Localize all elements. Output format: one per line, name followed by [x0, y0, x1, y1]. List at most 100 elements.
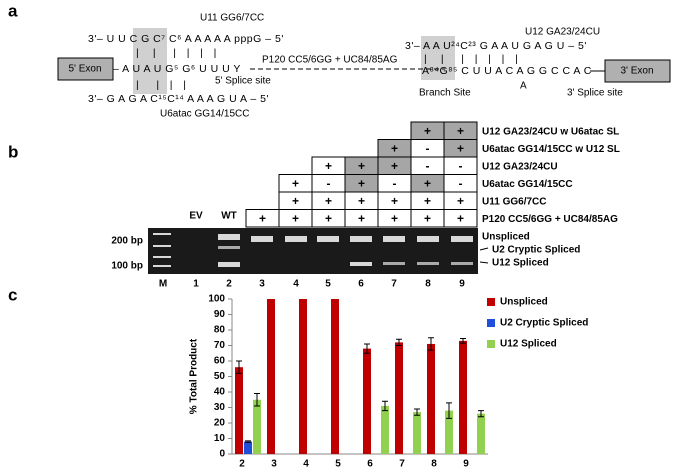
- row-label: U6atac GG14/15CC: [482, 179, 573, 190]
- cell-value: +: [292, 211, 299, 225]
- sequence: A⁸⁴G⁸⁵ C U U A C A G G C C A C: [422, 65, 592, 77]
- lane-number: M: [159, 279, 167, 290]
- y-tick-label: 10: [214, 433, 226, 444]
- marker-label: 200 bp: [111, 236, 143, 247]
- cell-value: +: [457, 194, 464, 208]
- row-label: U12 GA23/24CU w U6atac SL: [482, 126, 619, 137]
- row-label: U11 GG6/7CC: [482, 196, 546, 207]
- lane-number: 8: [425, 279, 431, 290]
- error-bar: [428, 337, 434, 351]
- error-bar: [254, 393, 260, 407]
- cell-value: +: [292, 176, 299, 190]
- cell-value: +: [358, 211, 365, 225]
- x-tick-label: 2: [239, 459, 245, 470]
- cell-value: +: [259, 211, 266, 225]
- cell-value: +: [325, 159, 332, 173]
- label: U11 GG6/7CC: [200, 13, 264, 24]
- marker-label: 100 bp: [111, 261, 143, 272]
- exon-label: 5' Exon: [68, 64, 101, 75]
- x-tick-label: 4: [303, 459, 309, 470]
- legend-label: U2 Cryptic Spliced: [500, 318, 588, 329]
- cell-value: +: [424, 211, 431, 225]
- bar: [413, 412, 421, 454]
- x-tick-label: 7: [399, 459, 405, 470]
- pairing: | | | | | |: [136, 47, 217, 59]
- cell-value: +: [424, 124, 431, 138]
- pairing: | | | |: [136, 79, 187, 91]
- gel: [148, 228, 478, 274]
- exon-box: [604, 59, 671, 83]
- sequence: 3'– U U C G C⁷ C⁶ A A A A A pppG – 5': [88, 33, 284, 45]
- cell-value: +: [457, 141, 464, 155]
- x-tick-label: 5: [335, 459, 341, 470]
- exon-label: 3' Exon: [620, 66, 653, 77]
- label: U12 GA23/24CU: [525, 27, 600, 38]
- sequence: – A U A U G⁵ G⁶ U U U Y: [113, 63, 241, 75]
- y-tick-label: 90: [214, 309, 226, 320]
- label: 3' Splice site: [567, 88, 623, 99]
- bar: [395, 342, 403, 454]
- y-tick-label: 20: [214, 418, 226, 429]
- error-bar: [245, 440, 251, 443]
- band-label: U2 Cryptic Spliced: [492, 245, 580, 256]
- cell-value: +: [292, 194, 299, 208]
- lane-number: 2: [226, 279, 232, 290]
- panel-letter: a: [8, 1, 18, 20]
- cell-value: +: [391, 194, 398, 208]
- bar: [253, 399, 261, 454]
- bar: [267, 299, 275, 454]
- lane-number: 6: [358, 279, 364, 290]
- cell-value: -: [426, 141, 430, 155]
- bar: [244, 441, 252, 454]
- bar: [381, 405, 389, 454]
- exon-box: [57, 57, 114, 81]
- error-bar: [460, 338, 466, 344]
- lane-header: EV: [189, 211, 203, 222]
- bar: [363, 348, 371, 454]
- error-bar: [364, 343, 370, 354]
- cell-value: +: [358, 194, 365, 208]
- sequence: 3'– A A U²⁴C²³ G A A U G A G U – 5': [405, 40, 587, 52]
- error-bar: [236, 360, 242, 374]
- cell-value: -: [327, 176, 331, 190]
- label: 5' Splice site: [215, 76, 271, 87]
- highlight: [133, 28, 167, 94]
- y-tick-label: 60: [214, 356, 226, 367]
- cell-value: +: [457, 124, 464, 138]
- cell-value: -: [426, 159, 430, 173]
- cell-value: +: [424, 176, 431, 190]
- bar: [459, 340, 467, 454]
- bar: [235, 367, 243, 454]
- cell-value: +: [457, 211, 464, 225]
- cell-value: +: [391, 159, 398, 173]
- legend-swatch: [487, 319, 495, 327]
- cell-value: -: [459, 176, 463, 190]
- cell-value: +: [325, 194, 332, 208]
- panel-letter: c: [8, 285, 17, 304]
- label: Branch Site: [419, 88, 471, 99]
- y-tick-label: 100: [208, 294, 225, 305]
- bar: [445, 410, 453, 454]
- error-bar: [396, 338, 402, 346]
- pairing: | | | | | | |: [424, 53, 518, 65]
- cell-value: -: [459, 159, 463, 173]
- band-pointer: [479, 247, 489, 264]
- lane-header: WT: [221, 211, 237, 222]
- cell-value: +: [325, 211, 332, 225]
- panel-letter: b: [8, 142, 18, 161]
- x-tick-label: 6: [367, 459, 373, 470]
- lane-number: 4: [293, 279, 299, 290]
- branch-point: A: [520, 81, 527, 92]
- cell-value: +: [358, 159, 365, 173]
- y-tick-label: 40: [214, 387, 226, 398]
- x-tick-label: 3: [271, 459, 277, 470]
- lane-number: 5: [325, 279, 331, 290]
- lane-number: 9: [459, 279, 465, 290]
- y-tick-label: 70: [214, 340, 226, 351]
- cell-value: +: [424, 194, 431, 208]
- table-cell: [443, 209, 478, 228]
- legend-label: U12 Spliced: [500, 339, 557, 350]
- bar: [299, 299, 307, 454]
- cell-value: +: [391, 211, 398, 225]
